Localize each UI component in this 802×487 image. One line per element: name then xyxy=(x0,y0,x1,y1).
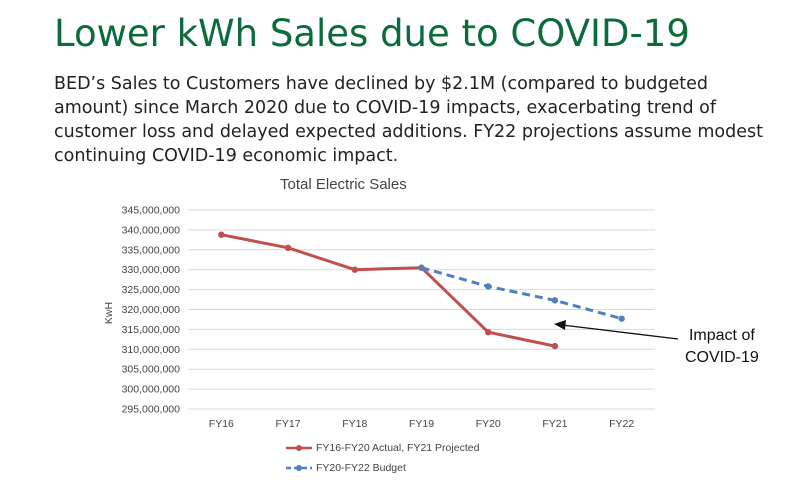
legend-label: FY16-FY20 Actual, FY21 Projected xyxy=(316,442,480,454)
data-point xyxy=(485,328,492,336)
data-point xyxy=(284,244,292,252)
body-line: amount) since March 2020 due to COVID-19… xyxy=(54,98,717,118)
legend-label: FY20-FY22 Budget xyxy=(316,462,406,474)
series-line xyxy=(221,233,556,348)
body-line: BED’s Sales to Customers have declined b… xyxy=(54,74,708,94)
annotation-arrow xyxy=(554,320,679,340)
annotation-text: Impact of COVID-19 xyxy=(685,325,759,369)
data-point xyxy=(418,264,425,271)
legend-item-actual: FY16-FY20 Actual, FY21 Projected xyxy=(286,442,479,454)
y-tick-label: 335,000,000 xyxy=(122,244,181,256)
data-point xyxy=(618,315,625,322)
chart-title: Total Electric Sales xyxy=(280,176,407,193)
y-axis-tick-labels: 345,000,000 340,000,000 335,000,000 330,000… xyxy=(122,205,181,416)
chart-grid xyxy=(188,209,655,410)
y-tick-label: 300,000,000 xyxy=(122,384,181,396)
data-point xyxy=(551,297,559,304)
x-tick-label: FY17 xyxy=(276,418,301,430)
y-tick-label: 310,000,000 xyxy=(122,344,181,356)
x-tick-label: FY21 xyxy=(542,418,567,430)
body-line: continuing COVID-19 economic impact. xyxy=(54,146,399,166)
x-tick-label: FY20 xyxy=(476,418,501,430)
legend-item-budget: FY20-FY22 Budget xyxy=(286,462,406,474)
data-point xyxy=(218,231,225,238)
x-tick-label: FY22 xyxy=(609,418,634,430)
slide-body-text: BED’s Sales to Customers have declined b… xyxy=(54,72,774,168)
y-tick-label: 305,000,000 xyxy=(122,364,181,376)
x-axis-tick-labels: FY16 FY17 FY18 FY19 FY20 FY21 FY22 xyxy=(209,418,635,430)
y-tick-label: 340,000,000 xyxy=(122,224,181,236)
y-tick-label: 320,000,000 xyxy=(122,304,181,316)
x-tick-label: FY18 xyxy=(342,418,367,430)
y-tick-label: 315,000,000 xyxy=(122,324,181,336)
x-tick-label: FY16 xyxy=(209,418,234,430)
y-tick-label: 295,000,000 xyxy=(122,404,181,416)
body-line: customer loss and delayed expected addit… xyxy=(54,122,763,142)
annotation-line: COVID-19 xyxy=(685,349,759,366)
x-tick-label: FY19 xyxy=(409,418,434,430)
data-point xyxy=(485,283,492,290)
y-axis-title: KwH xyxy=(103,302,115,324)
series-budget xyxy=(418,264,625,322)
annotation-line: Impact of xyxy=(688,327,755,344)
y-tick-label: 345,000,000 xyxy=(122,205,181,217)
legend-swatch-budget xyxy=(286,465,312,471)
data-point xyxy=(351,266,358,273)
series-line xyxy=(421,266,623,321)
series-actual xyxy=(218,231,559,350)
legend-swatch-actual xyxy=(286,445,312,451)
slide-title: Lower kWh Sales due to COVID-19 xyxy=(54,12,690,55)
data-point xyxy=(551,342,559,350)
y-tick-label: 330,000,000 xyxy=(122,264,181,276)
chart-series xyxy=(218,231,625,350)
y-tick-label: 325,000,000 xyxy=(122,284,181,296)
